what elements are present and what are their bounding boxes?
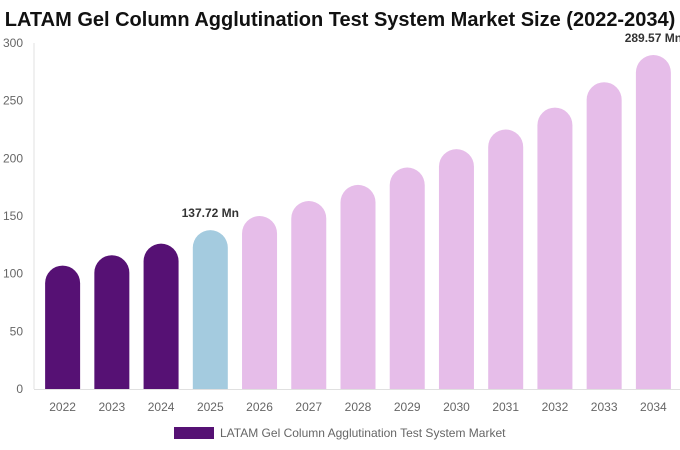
x-tick-label: 2023: [98, 400, 125, 414]
bar: [45, 265, 81, 389]
bar: [242, 216, 278, 389]
legend-swatch: [174, 427, 214, 439]
x-tick-label: 2025: [197, 400, 224, 414]
data-label: 137.72 Mn: [182, 206, 239, 220]
x-tick-label: 2028: [345, 400, 372, 414]
y-tick-label: 150: [3, 209, 23, 223]
bar: [537, 107, 573, 390]
y-tick-label: 50: [10, 324, 24, 338]
x-tick-label: 2026: [246, 400, 273, 414]
x-tick-label: 2034: [640, 400, 667, 414]
bar: [291, 201, 327, 389]
x-tick-label: 2030: [443, 400, 470, 414]
bar: [488, 129, 524, 389]
bar: [143, 243, 179, 389]
bar: [586, 82, 622, 390]
bar: [192, 230, 228, 389]
y-tick-label: 300: [3, 36, 23, 50]
bar: [389, 167, 425, 389]
bar: [438, 149, 474, 389]
bar: [94, 255, 130, 389]
x-tick-label: 2029: [394, 400, 421, 414]
x-tick-label: 2022: [49, 400, 76, 414]
x-tick-label: 2027: [295, 400, 322, 414]
x-tick-label: 2031: [492, 400, 519, 414]
y-tick-label: 200: [3, 151, 23, 165]
x-tick-label: 2033: [591, 400, 618, 414]
x-tick-label: 2024: [148, 400, 175, 414]
chart-title: LATAM Gel Column Agglutination Test Syst…: [4, 9, 676, 31]
data-label: 289.57 Mn: [625, 31, 680, 45]
y-tick-label: 100: [3, 267, 23, 281]
y-tick-label: 0: [16, 382, 23, 396]
bar: [340, 184, 376, 389]
bar: [635, 55, 671, 389]
x-tick-label: 2032: [542, 400, 569, 414]
y-tick-label: 250: [3, 94, 23, 108]
legend: LATAM Gel Column Agglutination Test Syst…: [174, 426, 505, 440]
legend-label: LATAM Gel Column Agglutination Test Syst…: [220, 426, 506, 440]
